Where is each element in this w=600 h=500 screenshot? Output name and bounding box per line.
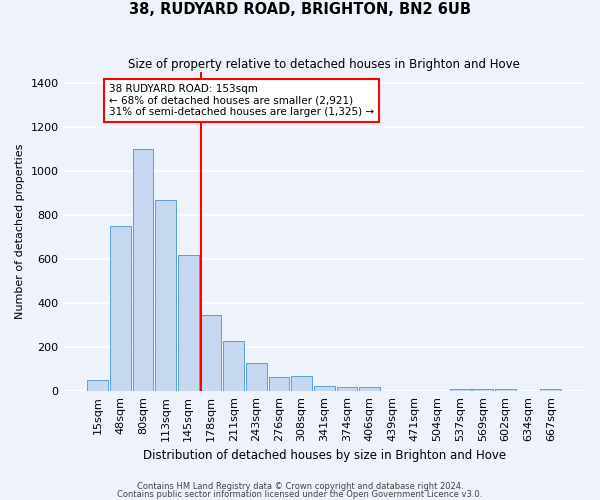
Bar [337, 387, 358, 392]
Y-axis label: Number of detached properties: Number of detached properties [15, 144, 25, 319]
Bar [541, 389, 561, 392]
Bar [495, 389, 516, 392]
Text: 38 RUDYARD ROAD: 153sqm
← 68% of detached houses are smaller (2,921)
31% of semi: 38 RUDYARD ROAD: 153sqm ← 68% of detache… [109, 84, 374, 117]
Text: 38, RUDYARD ROAD, BRIGHTON, BN2 6UB: 38, RUDYARD ROAD, BRIGHTON, BN2 6UB [129, 2, 471, 18]
Bar [246, 362, 267, 392]
Text: Contains HM Land Registry data © Crown copyright and database right 2024.: Contains HM Land Registry data © Crown c… [137, 482, 463, 491]
Bar [472, 389, 493, 392]
Bar [200, 316, 221, 392]
X-axis label: Distribution of detached houses by size in Brighton and Hove: Distribution of detached houses by size … [143, 450, 506, 462]
Text: Contains public sector information licensed under the Open Government Licence v3: Contains public sector information licen… [118, 490, 482, 499]
Bar [133, 149, 154, 392]
Bar [155, 200, 176, 392]
Title: Size of property relative to detached houses in Brighton and Hove: Size of property relative to detached ho… [128, 58, 520, 70]
Bar [110, 226, 131, 392]
Bar [314, 386, 335, 392]
Bar [291, 376, 312, 392]
Bar [450, 389, 470, 392]
Bar [223, 340, 244, 392]
Bar [87, 380, 108, 392]
Bar [269, 377, 289, 392]
Bar [178, 254, 199, 392]
Bar [359, 387, 380, 392]
